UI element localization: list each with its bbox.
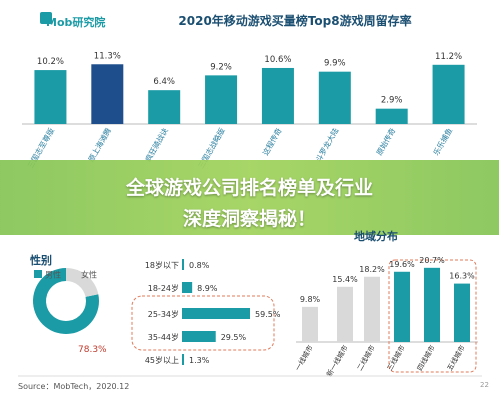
top-bar-value-label: 10.6% [264,55,291,65]
age-value-label: 8.9% [197,284,218,293]
age-category-label: 25-34岁 [148,309,179,319]
top-bar-value-label: 6.4% [153,77,175,87]
gender-value-label: 78.3% [78,345,107,355]
source-footer: Source：MobTech，2020.12 [18,382,130,391]
region-category-label: 新一线城市 [324,344,349,379]
mob-logo-icon [40,12,52,24]
age-bar [182,308,250,319]
region-bar [302,306,318,342]
top-bar [205,75,238,124]
top-bar [91,64,124,124]
region-value-label: 20.7% [419,256,445,265]
top-bar-value-label: 11.2% [435,52,462,62]
age-value-label: 29.5% [221,333,247,342]
promo-banner [0,160,499,235]
age-bar [182,282,193,293]
region-bar [394,271,410,342]
age-bar [182,259,184,270]
gender-donut-slice [32,268,99,334]
top-chart-title: 2020年移动游戏买量榜Top8游戏周留存率 [178,14,412,28]
region-category-label: 三线城市 [385,344,407,373]
region-bar [424,267,440,342]
region-panel-title: 地域分布 [354,230,398,243]
region-value-label: 18.2% [359,265,385,274]
age-category-label: 18岁以下 [145,260,179,270]
top-bar-value-label: 11.3% [94,51,121,61]
retention-bar-chart: 10.2%三国志至尊版11.3%原上海滩腾6.4%疯狂骑战诀9.2%三国志战略版… [22,51,477,170]
region-highlight-box [388,259,477,373]
region-value-label: 19.6% [389,260,415,269]
age-value-label: 59.5% [255,310,281,319]
age-bar [182,354,184,365]
region-category-label: 四线城市 [415,344,437,373]
top-bar-value-label: 2.9% [381,96,403,106]
top-bar-value-label: 9.2% [210,62,232,72]
region-category-label: 二线城市 [355,344,377,373]
age-value-label: 0.8% [189,261,210,270]
region-bar [337,286,353,342]
region-category-label: 五线城市 [445,344,467,373]
gender-legend-label: 女性 [81,270,97,280]
gender-panel-title: 性别 [30,254,52,267]
gender-legend-swatch [34,270,42,278]
top-bar [148,90,181,124]
age-category-label: 45岁以上 [145,355,179,365]
top-bar-value-label: 10.2% [37,57,64,67]
top-chart-panel [0,0,499,190]
age-value-label: 1.3% [189,356,210,365]
top-bar [375,108,408,124]
region-category-label: 一线城市 [293,344,315,373]
region-value-label: 9.8% [300,295,321,304]
region-bar [364,276,380,342]
banner-title-line-1: 全球游戏公司排名榜单及行业 [125,177,373,199]
top-bar [432,64,465,124]
top-bar [34,70,67,124]
region-value-label: 16.3% [449,272,475,281]
region-bar [454,283,470,342]
top-bar [318,71,351,124]
gender-legend-label: 男性 [45,270,61,280]
banner-title-line-2: 深度洞察揭秘！ [182,208,316,230]
top-bar-value-label: 9.9% [324,59,346,69]
top-bar [261,67,294,124]
age-bar [182,331,216,342]
age-category-label: 18-24岁 [148,283,179,293]
age-category-label: 35-44岁 [148,332,179,342]
page-number: 22 [480,381,489,389]
age-highlight-box [131,295,275,351]
logo-text: Mob研究院 [46,16,106,29]
region-value-label: 15.4% [332,275,358,284]
gender-legend-swatch [70,270,78,278]
